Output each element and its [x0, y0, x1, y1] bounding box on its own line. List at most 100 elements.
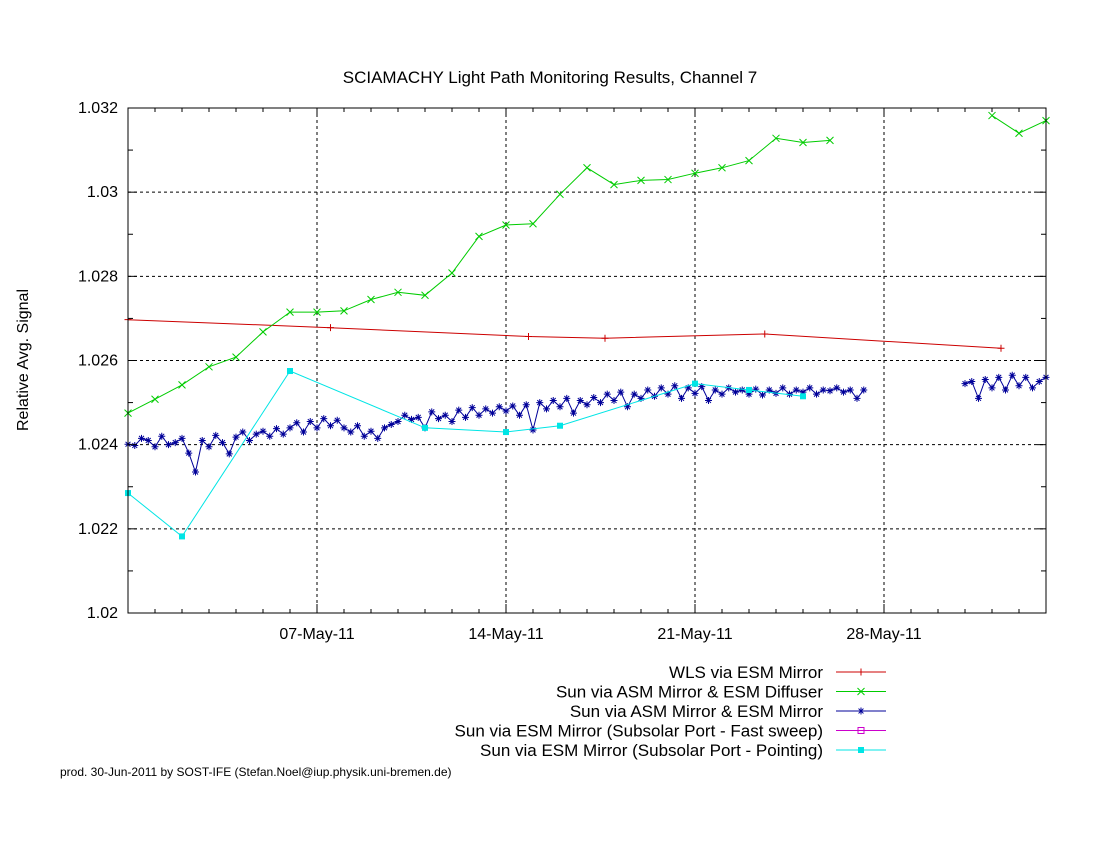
data-point — [165, 441, 172, 449]
data-point — [286, 424, 294, 432]
data-point — [1015, 382, 1023, 390]
data-point — [617, 388, 625, 396]
data-point — [853, 394, 861, 402]
data-point — [354, 422, 361, 430]
data-point — [313, 308, 321, 316]
data-point — [259, 427, 267, 435]
series-line — [127, 137, 831, 414]
data-point — [583, 401, 591, 409]
data-point — [503, 429, 509, 436]
data-point — [482, 405, 490, 413]
data-point — [347, 428, 355, 436]
data-point — [761, 330, 769, 338]
data-point — [360, 432, 368, 440]
data-point — [840, 388, 847, 396]
data-point — [232, 433, 240, 441]
data-point — [198, 436, 206, 444]
data-point — [1008, 371, 1016, 379]
data-point — [800, 393, 806, 400]
data-point — [746, 386, 752, 393]
data-point — [772, 134, 780, 143]
data-point — [252, 430, 260, 438]
x-tick-label: 28-May-11 — [846, 626, 921, 643]
data-point — [205, 443, 213, 451]
data-point — [502, 407, 510, 415]
data-point — [387, 420, 395, 428]
data-point — [657, 384, 665, 392]
legend-marker — [857, 668, 865, 676]
chart-title: SCIAMACHY Light Path Monitoring Results,… — [342, 68, 758, 87]
data-point — [826, 136, 834, 145]
data-point — [495, 403, 503, 411]
data-point — [205, 362, 213, 371]
data-point — [421, 291, 429, 300]
data-point — [981, 375, 989, 383]
x-tick-label: 07-May-11 — [279, 626, 354, 643]
data-point — [448, 269, 456, 277]
data-point — [543, 405, 550, 413]
data-point — [846, 386, 854, 394]
series-line — [127, 384, 865, 474]
data-point — [435, 415, 442, 423]
data-point — [637, 176, 645, 185]
data-point — [516, 411, 523, 419]
data-point — [232, 353, 240, 361]
y-tick-label: 1.026 — [78, 353, 118, 370]
data-point — [475, 232, 483, 241]
data-point — [698, 383, 706, 391]
data-point — [1015, 129, 1023, 138]
data-point — [664, 175, 672, 184]
data-point — [759, 391, 766, 399]
legend-label: Sun via ESM Mirror (Subsolar Port - Fast… — [455, 722, 823, 741]
data-point — [327, 324, 334, 332]
data-point — [489, 409, 496, 417]
y-tick-label: 1.028 — [78, 268, 118, 285]
data-point — [279, 430, 287, 438]
y-tick-label: 1.02 — [87, 605, 118, 622]
data-point — [997, 344, 1005, 352]
y-tick-label: 1.03 — [87, 184, 118, 201]
axes: 1.02 1.022 1.024 1.026 1.028 1.03 1.032 07-May-… — [78, 100, 1047, 643]
data-point — [286, 308, 294, 316]
data-point — [576, 396, 584, 404]
data-point — [401, 411, 409, 419]
data-point — [394, 418, 402, 426]
data-point — [306, 418, 314, 426]
data-point — [988, 111, 996, 120]
data-point — [1035, 378, 1043, 386]
data-point — [333, 416, 341, 424]
legend-label: Sun via ASM Mirror & ESM Mirror — [570, 702, 823, 721]
data-point — [601, 334, 609, 342]
data-point — [158, 432, 166, 440]
data-point — [313, 424, 321, 432]
data-point — [671, 382, 679, 390]
data-point — [995, 373, 1003, 381]
data-point — [732, 388, 739, 396]
data-point — [381, 424, 388, 432]
data-point — [374, 434, 382, 442]
data-point — [556, 190, 564, 199]
y-tick-label: 1.032 — [78, 100, 118, 117]
data-point — [975, 394, 982, 402]
data-point — [745, 390, 753, 398]
data-point — [462, 413, 469, 421]
data-point — [266, 432, 274, 440]
data-point — [678, 394, 685, 402]
data-point — [549, 396, 557, 404]
data-point — [455, 406, 463, 414]
data-point — [320, 415, 328, 423]
data-point — [779, 384, 787, 392]
data-point — [178, 434, 186, 442]
data-point — [293, 419, 301, 427]
data-point — [259, 328, 267, 336]
data-point — [718, 390, 726, 398]
data-point — [637, 394, 645, 402]
series-line — [991, 115, 1047, 134]
data-point — [300, 428, 307, 436]
data-point — [448, 418, 456, 426]
data-point — [806, 384, 814, 392]
data-point — [1029, 384, 1036, 392]
data-point — [792, 386, 800, 394]
legend-label: WLS via ESM Mirror — [669, 663, 823, 682]
